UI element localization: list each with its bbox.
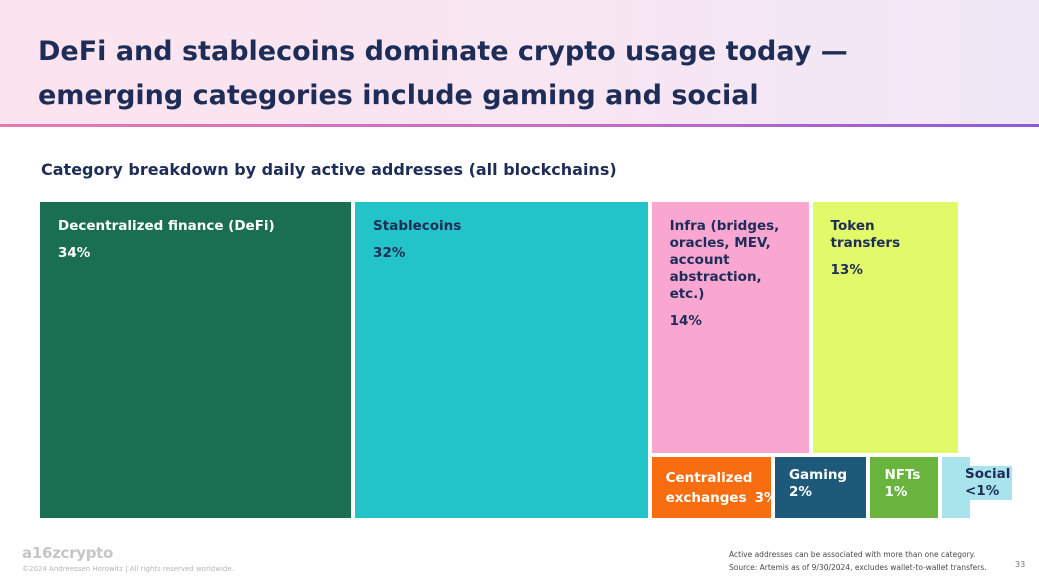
- tile-label: NFTs: [884, 466, 921, 483]
- tile-label: Decentralized finance (DeFi): [58, 218, 275, 234]
- source-notes: Active addresses can be associated with …: [729, 548, 987, 574]
- treemap-tile-nfts: NFTs 1%: [870, 456, 939, 518]
- copyright-text: ©2024 Andreessen Horowitz | All rights r…: [22, 565, 234, 573]
- header-band: [0, 0, 1039, 124]
- tile-value: 14%: [669, 313, 702, 329]
- tile-value: 34%: [58, 245, 91, 261]
- brand-logo: a16zcrypto: [22, 544, 114, 562]
- treemap-tile-decentralized-finance-defi: Decentralized finance (DeFi) 34%: [40, 202, 352, 518]
- tile-value: <1%: [965, 483, 1000, 499]
- tile-value: 2%: [788, 483, 812, 500]
- treemap-tile-gaming: Gaming 2%: [774, 456, 867, 518]
- chart-title: Category breakdown by daily active addre…: [41, 160, 617, 179]
- treemap-tile-infra-bridges-oracles-mev-account-abstraction-etc: Infra (bridges, oracles, MEV, account ab…: [651, 202, 809, 453]
- social-tile-label: Social <1%: [963, 466, 1013, 500]
- page-number: 33: [1015, 560, 1026, 569]
- tile-value: 3%: [754, 489, 778, 506]
- tile-label: Infra (bridges, oracles, MEV, account ab…: [669, 218, 780, 302]
- treemap-tile-token-transfers: Token transfers 13%: [812, 202, 958, 453]
- tile-label: Social: [965, 466, 1011, 482]
- tile-label: Stablecoins: [373, 218, 462, 234]
- tile-value: 1%: [884, 483, 908, 500]
- note-line-2: Source: Artemis as of 9/30/2024, exclude…: [729, 563, 987, 572]
- tile-label: Gaming: [788, 466, 848, 483]
- tile-label: Token transfers: [830, 218, 901, 251]
- tile-label: Centralized exchanges: [665, 469, 753, 506]
- tile-value: 13%: [830, 262, 863, 278]
- treemap-tile-stablecoins: Stablecoins 32%: [355, 202, 648, 518]
- treemap-tile-centralized-exchanges: Centralized exchanges 3%: [651, 456, 778, 518]
- slide-title: DeFi and stablecoins dominate crypto usa…: [38, 36, 848, 111]
- tile-value: 32%: [373, 245, 406, 261]
- note-line-1: Active addresses can be associated with …: [729, 550, 976, 559]
- header-divider: [0, 124, 1039, 127]
